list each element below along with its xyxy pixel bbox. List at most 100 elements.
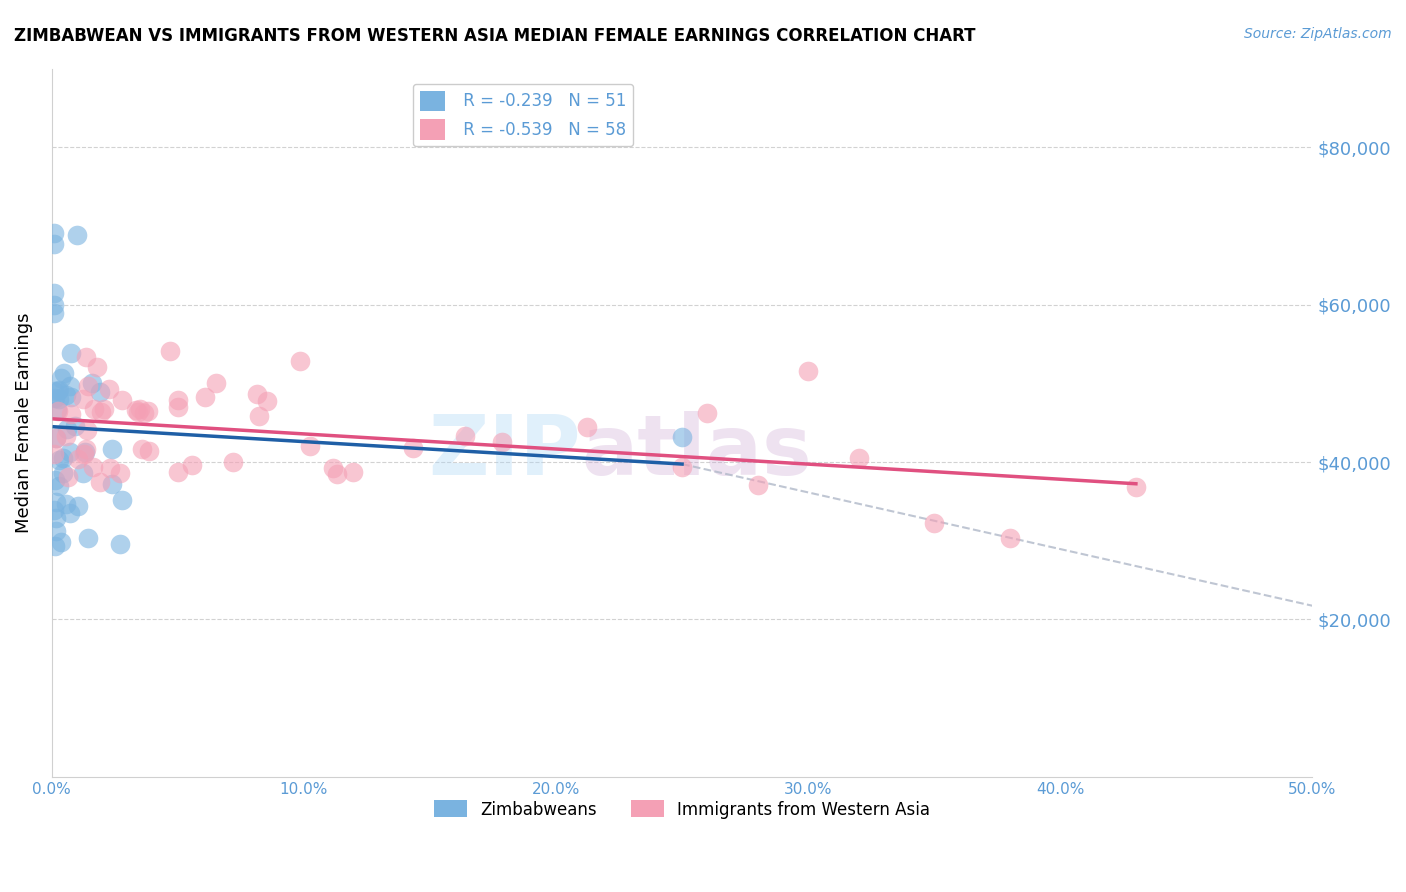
- Point: [83, 402, 105, 417]
- Point: [82, 376, 104, 390]
- Point: [51, 370, 73, 384]
- Point: [75, 350, 97, 364]
- Point: [53, 366, 76, 380]
- Point: [671, 430, 693, 444]
- Point: [48, 452, 70, 467]
- Point: [86, 360, 108, 375]
- Point: [93, 401, 115, 416]
- Point: [322, 461, 344, 475]
- Point: [108, 466, 131, 480]
- Point: [97, 382, 120, 396]
- Point: [922, 516, 945, 530]
- Point: [44, 285, 66, 300]
- Point: [167, 392, 190, 407]
- Text: ZIP: ZIP: [429, 410, 581, 491]
- Point: [55, 421, 77, 435]
- Point: [48, 392, 70, 407]
- Point: [747, 477, 769, 491]
- Point: [1125, 480, 1147, 494]
- Point: [82, 459, 104, 474]
- Point: [52, 466, 75, 480]
- Point: [75, 445, 97, 459]
- Point: [48, 404, 70, 418]
- Point: [246, 387, 269, 401]
- Point: [73, 447, 96, 461]
- Point: [49, 534, 72, 549]
- Point: [45, 495, 67, 509]
- Point: [46, 384, 69, 398]
- Point: [326, 467, 349, 481]
- Point: [77, 379, 100, 393]
- Point: [454, 429, 477, 443]
- Point: [100, 442, 122, 456]
- Point: [55, 387, 77, 401]
- Point: [797, 364, 820, 378]
- Point: [76, 424, 98, 438]
- Point: [89, 385, 111, 400]
- Point: [138, 444, 160, 458]
- Point: [90, 405, 112, 419]
- Point: [249, 409, 271, 423]
- Text: Source: ZipAtlas.com: Source: ZipAtlas.com: [1244, 27, 1392, 41]
- Point: [167, 400, 190, 414]
- Point: [45, 403, 67, 417]
- Point: [342, 465, 364, 479]
- Point: [101, 476, 124, 491]
- Y-axis label: Median Female Earnings: Median Female Earnings: [15, 312, 32, 533]
- Point: [59, 346, 82, 360]
- Point: [48, 384, 70, 398]
- Point: [44, 539, 66, 553]
- Point: [131, 442, 153, 457]
- Point: [132, 406, 155, 420]
- Point: [44, 391, 66, 405]
- Point: [45, 510, 67, 524]
- Point: [299, 439, 322, 453]
- Point: [72, 392, 94, 406]
- Point: [256, 393, 278, 408]
- Point: [127, 405, 149, 419]
- Point: [59, 379, 82, 393]
- Point: [159, 344, 181, 359]
- Point: [63, 419, 86, 434]
- Point: [221, 455, 243, 469]
- Point: [48, 479, 70, 493]
- Point: [89, 475, 111, 490]
- Point: [56, 470, 79, 484]
- Point: [44, 306, 66, 320]
- Point: [44, 298, 66, 312]
- Point: [194, 390, 217, 404]
- Point: [52, 451, 75, 466]
- Point: [98, 461, 121, 475]
- Point: [575, 420, 598, 434]
- Point: [205, 376, 228, 390]
- Point: [76, 531, 98, 545]
- Point: [44, 447, 66, 461]
- Point: [44, 226, 66, 240]
- Text: atlas: atlas: [581, 410, 813, 491]
- Point: [59, 445, 82, 459]
- Point: [108, 537, 131, 551]
- Point: [75, 442, 97, 456]
- Point: [59, 390, 82, 404]
- Point: [44, 474, 66, 488]
- Point: [65, 228, 87, 243]
- Point: [138, 404, 160, 418]
- Point: [44, 524, 66, 539]
- Point: [111, 493, 134, 508]
- Point: [167, 466, 190, 480]
- Point: [44, 503, 66, 517]
- Point: [181, 458, 204, 472]
- Point: [848, 451, 870, 466]
- Point: [72, 467, 94, 481]
- Point: [67, 499, 90, 513]
- Point: [45, 431, 67, 445]
- Point: [290, 354, 312, 368]
- Point: [111, 393, 134, 408]
- Point: [125, 403, 148, 417]
- Point: [128, 401, 150, 416]
- Point: [491, 434, 513, 449]
- Point: [66, 451, 89, 466]
- Point: [55, 429, 77, 443]
- Point: [55, 497, 77, 511]
- Point: [45, 430, 67, 444]
